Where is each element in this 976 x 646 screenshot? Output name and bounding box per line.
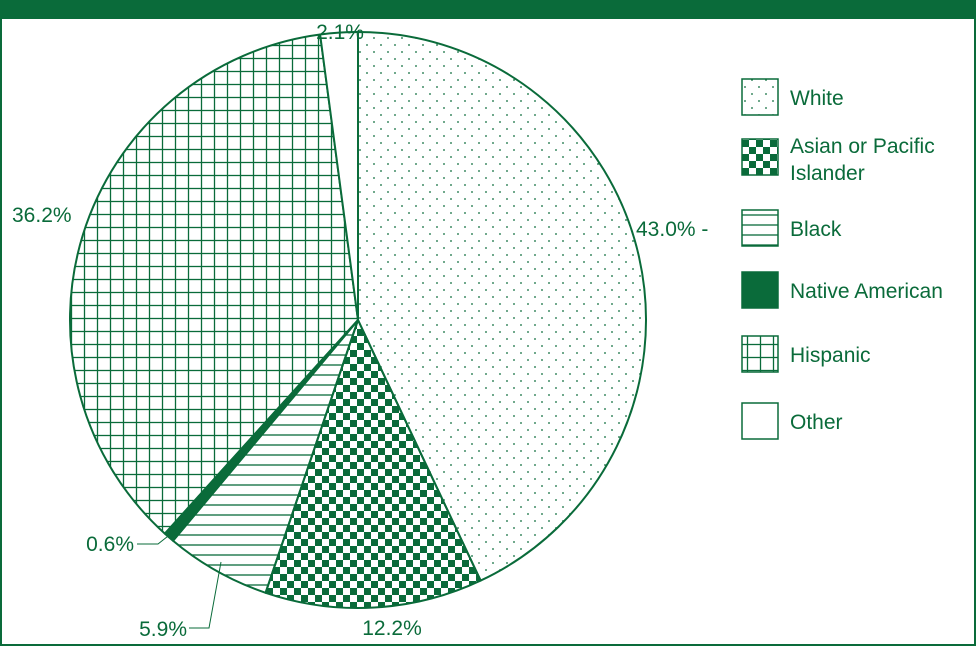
legend-item-hispanic: Hispanic — [741, 335, 871, 373]
legend-swatch-dots — [741, 78, 779, 116]
legend-label: Native American — [790, 280, 943, 303]
leader-lines — [137, 528, 222, 629]
slice-labels: 43.0% - 12.2% 5.9% 0.6% 36.2% 2.1% — [12, 21, 708, 641]
slice-label-white: 43.0% - — [636, 218, 708, 241]
legend: White Asian or Pacific Islander Black Native… — [741, 78, 943, 440]
legend-label: Asian or Pacific — [790, 135, 935, 158]
legend-label: Islander — [790, 162, 865, 185]
legend-label: Hispanic — [790, 344, 871, 367]
slice-label-hispanic: 36.2% — [12, 204, 72, 227]
legend-item-other: Other — [741, 402, 843, 440]
slice-label-native-american: 0.6% — [86, 533, 134, 556]
legend-swatch-solid — [741, 271, 779, 309]
pie-slices — [69, 31, 647, 609]
slice-label-black: 5.9% — [139, 618, 187, 641]
legend-label: Other — [790, 411, 843, 434]
slice-white — [357, 31, 647, 582]
legend-swatch-hlines — [741, 209, 779, 247]
legend-item-black: Black — [741, 209, 842, 247]
legend-swatch-grid — [741, 335, 779, 373]
legend-label: White — [790, 87, 844, 110]
legend-item-white: White — [741, 78, 844, 116]
legend-label: Black — [790, 218, 842, 241]
slice-label-other: 2.1% — [316, 21, 364, 44]
top-accent-bar — [0, 0, 976, 19]
slice-label-asian-or-pacific-islander: 12.2% — [362, 617, 422, 640]
slice-hispanic — [69, 33, 359, 535]
legend-item-native-american: Native American — [741, 271, 943, 309]
slice-other — [319, 31, 359, 321]
legend-swatch-none — [741, 402, 779, 440]
legend-swatch-checker — [741, 138, 779, 176]
leader-line-native-american — [137, 528, 178, 545]
leader-line-black — [189, 561, 222, 629]
legend-item-asian-or-pacific-islander: Asian or Pacific Islander — [741, 135, 935, 185]
slice-asian-or-pacific-islander — [264, 319, 482, 609]
